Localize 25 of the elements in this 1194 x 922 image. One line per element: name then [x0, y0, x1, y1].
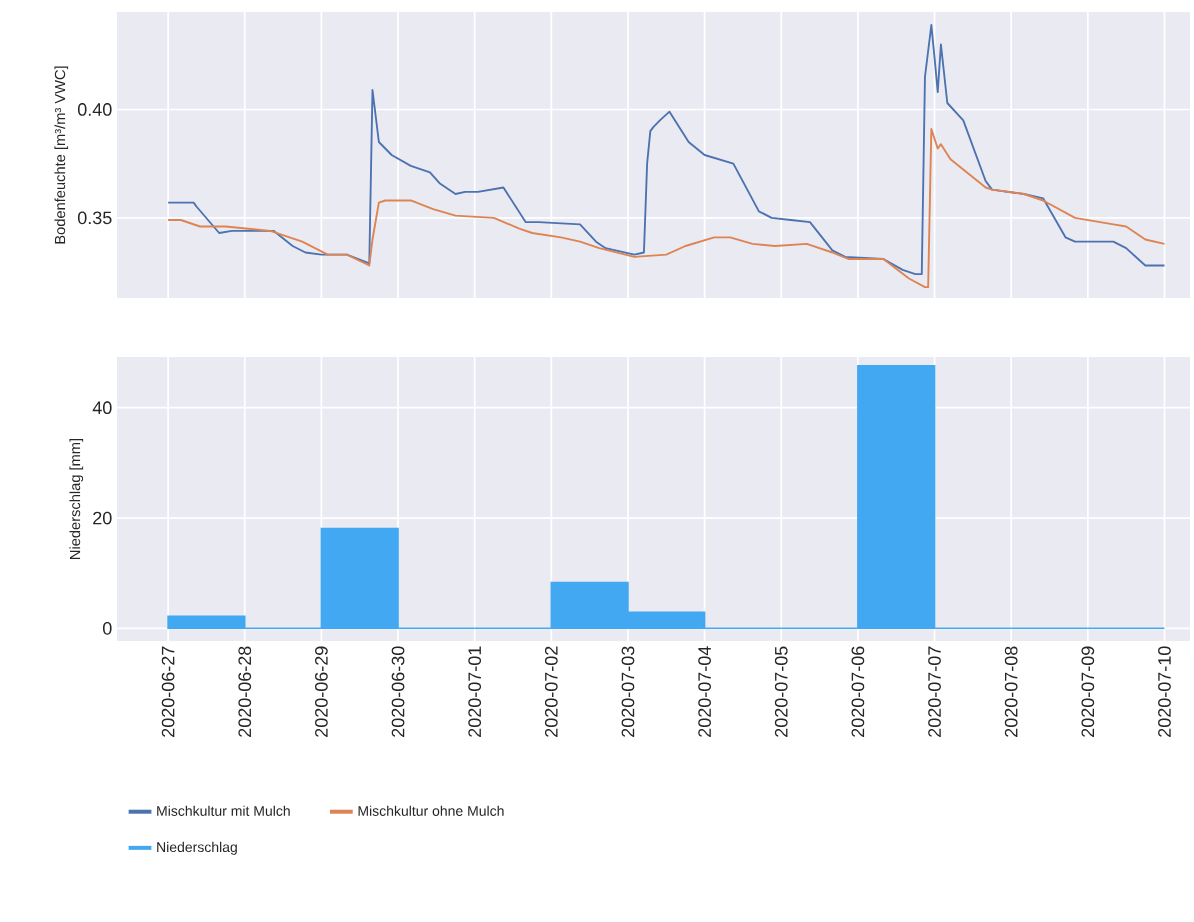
- x-tick-label: 2020-06-30: [391, 646, 405, 737]
- x-tick-label: 2020-07-06: [851, 646, 865, 737]
- x-tick-label: 2020-07-10: [1158, 646, 1171, 737]
- x-tick-label: 2020-07-09: [1081, 646, 1095, 737]
- line-series: [167, 128, 1166, 289]
- x-tick-label: 2020-06-27: [161, 646, 175, 737]
- y-axis-title: Niederschlag [mm]: [69, 438, 84, 559]
- y-tick-label: 20: [93, 511, 112, 525]
- y-tick-label: 40: [92, 401, 112, 415]
- x-tick-label: 2020-06-29: [315, 646, 328, 737]
- x-tick-label: 2020-07-03: [621, 646, 635, 737]
- y-tick-label: 0: [103, 621, 112, 635]
- y-tick-label: 0.35: [77, 211, 112, 225]
- text: Mischkultur mit Mulch: [157, 805, 290, 816]
- x-tick-label: 2020-07-07: [928, 646, 941, 737]
- y-tick-label: 0.40: [77, 103, 112, 116]
- text: Mischkultur ohne Mulch: [358, 805, 504, 816]
- x-tick-label: 2020-07-02: [544, 646, 558, 737]
- x-tick-label: 2020-06-28: [238, 646, 252, 737]
- legend-label: Niederschlag: [157, 841, 237, 855]
- x-tick-label: 2020-07-04: [698, 646, 711, 737]
- x-tick-label: 2020-07-01: [468, 646, 482, 737]
- x-tick-label: 2020-07-08: [1004, 646, 1018, 737]
- x-tick-label: 2020-07-05: [774, 646, 788, 737]
- y-axis-title: Bodenfeuchte [m³/m³ VWC]: [54, 66, 69, 244]
